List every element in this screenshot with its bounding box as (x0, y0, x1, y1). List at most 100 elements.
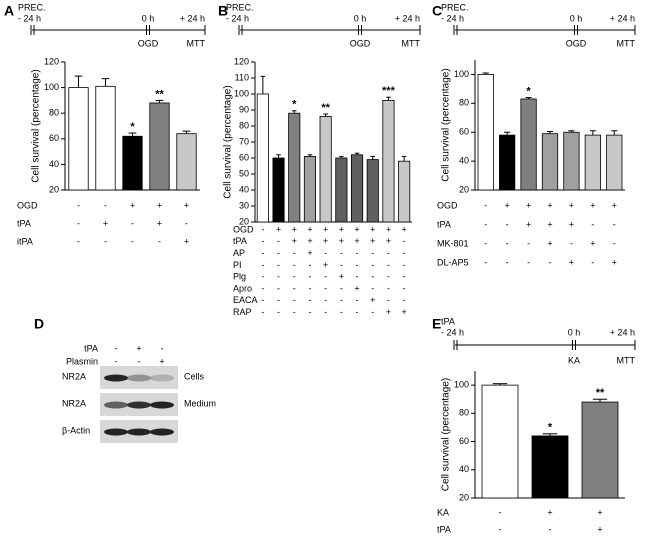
condition-sign: + (569, 257, 574, 267)
condition-sign: - (403, 283, 406, 293)
condition-sign: - (277, 295, 280, 305)
condition-sign: - (527, 238, 530, 248)
condition-sign: - (403, 248, 406, 258)
y-axis-label: Cell survival (percentage) (441, 68, 452, 181)
bar (499, 134, 516, 191)
condition-sign: - (527, 257, 530, 267)
condition-sign: - (308, 272, 311, 282)
condition-sign: - (484, 238, 487, 248)
timeline-label: OGD (138, 38, 159, 48)
y-tick-label: 90 (239, 104, 249, 114)
condition-sign: - (293, 248, 296, 258)
condition-sign: + (402, 224, 407, 234)
bar (68, 87, 89, 191)
condition-sign: - (261, 307, 264, 317)
protein-label: NR2A (62, 371, 86, 381)
y-tick-label: 40 (239, 184, 249, 194)
condition-sign: - (261, 224, 264, 234)
significance: * (548, 422, 553, 434)
condition-sign: + (612, 257, 617, 267)
condition-sign: - (549, 524, 552, 534)
bar (95, 85, 116, 191)
condition-sign: + (354, 283, 359, 293)
condition-sign: + (323, 236, 328, 246)
condition-label: DL-AP5 (437, 257, 469, 267)
y-tick-label: 110 (235, 72, 249, 82)
condition-sign: + (569, 200, 574, 210)
condition-sign: + (157, 218, 162, 228)
condition-label: OGD (233, 224, 254, 234)
condition-sign: - (104, 236, 107, 246)
y-tick-label: 70 (239, 136, 249, 146)
condition-label: itPA (17, 236, 33, 246)
condition-sign: - (277, 283, 280, 293)
timeline-label: 0 h (142, 13, 155, 23)
condition-sign: - (484, 219, 487, 229)
condition-sign: - (308, 260, 311, 270)
condition-sign: + (386, 236, 391, 246)
treatment-sign: - (115, 343, 118, 353)
condition-sign: - (506, 219, 509, 229)
bar (319, 116, 332, 223)
condition-sign: - (506, 257, 509, 267)
condition-sign: - (293, 272, 296, 282)
condition-sign: - (308, 307, 311, 317)
condition-sign: - (277, 248, 280, 258)
y-tick-label: 60 (459, 127, 469, 137)
significance: * (130, 121, 135, 133)
condition-sign: - (277, 236, 280, 246)
condition-sign: + (184, 236, 189, 246)
y-tick-label: 20 (459, 492, 469, 502)
treatment-sign: + (136, 343, 141, 353)
condition-sign: - (403, 272, 406, 282)
condition-sign: - (324, 283, 327, 293)
y-tick-label: 20 (239, 216, 249, 226)
condition-sign: - (293, 295, 296, 305)
significance: * (292, 99, 297, 111)
bar (606, 134, 623, 191)
timeline-label: MTT (402, 38, 421, 48)
panel-letter: B (218, 3, 228, 19)
timeline-label: KA (568, 355, 580, 365)
condition-label: tPA (17, 218, 31, 228)
condition-sign: - (356, 307, 359, 317)
timeline-label: PREC. (226, 2, 254, 12)
condition-label: OGD (17, 200, 38, 210)
condition-label: AP (233, 248, 245, 258)
y-tick-label: 40 (459, 464, 469, 474)
treatment-sign: - (161, 343, 164, 353)
condition-sign: + (292, 224, 297, 234)
panel-letter: C (432, 3, 442, 19)
bar (477, 74, 494, 191)
condition-sign: + (323, 224, 328, 234)
timeline-label: OGD (566, 38, 587, 48)
condition-sign: - (340, 283, 343, 293)
significance: ** (321, 102, 330, 114)
condition-sign: - (261, 295, 264, 305)
bar (288, 112, 301, 223)
y-tick-label: 80 (459, 98, 469, 108)
y-tick-label: 100 (454, 69, 469, 79)
timeline-label: MTT (187, 38, 206, 48)
condition-sign: - (613, 238, 616, 248)
condition-sign: + (547, 238, 552, 248)
condition-sign: - (356, 272, 359, 282)
condition-sign: - (324, 307, 327, 317)
condition-sign: + (339, 224, 344, 234)
bar (382, 100, 395, 223)
condition-sign: - (356, 295, 359, 305)
condition-sign: + (370, 224, 375, 234)
condition-sign: + (292, 236, 297, 246)
condition-sign: - (340, 260, 343, 270)
condition-sign: - (77, 218, 80, 228)
condition-sign: - (104, 200, 107, 210)
bar (350, 154, 364, 223)
condition-sign: - (484, 200, 487, 210)
bar (122, 135, 143, 191)
condition-sign: - (356, 248, 359, 258)
bar (584, 134, 601, 191)
condition-sign: - (261, 283, 264, 293)
condition-sign: + (526, 219, 531, 229)
bar (398, 160, 411, 223)
blot-band (127, 428, 151, 436)
